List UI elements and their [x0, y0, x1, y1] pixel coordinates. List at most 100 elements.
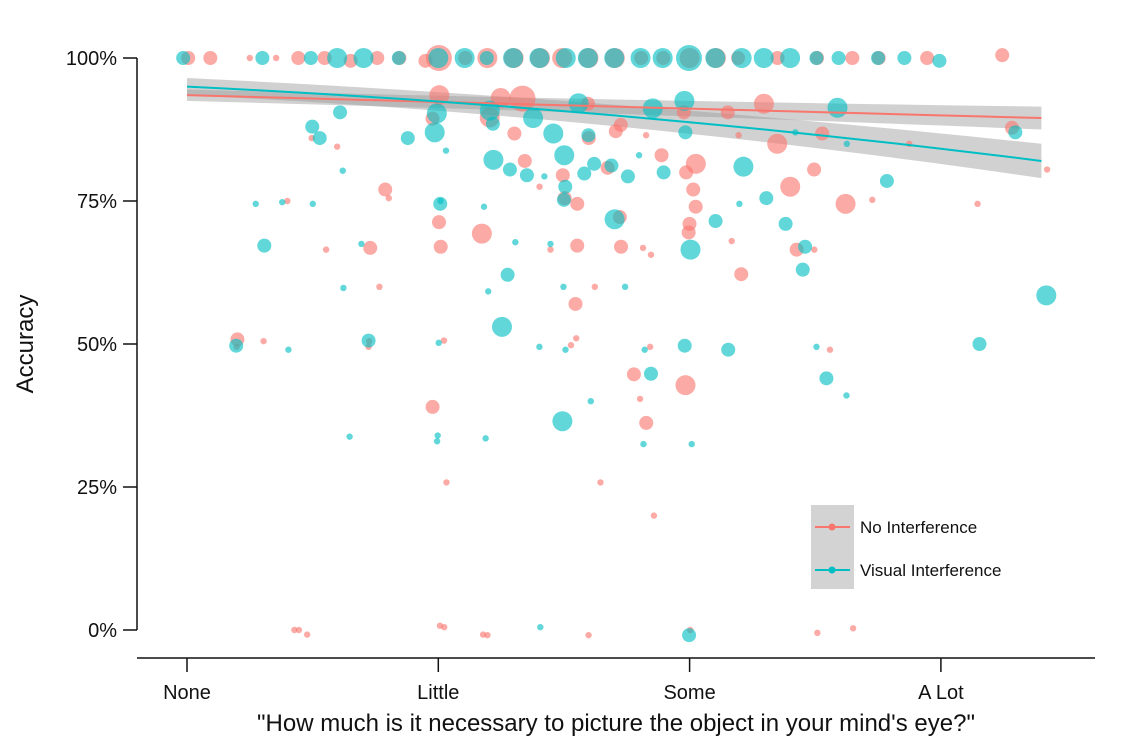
point-visual-interference	[552, 411, 573, 432]
point-visual-interference	[305, 119, 320, 134]
point-visual-interference	[620, 169, 635, 184]
point-visual-interference	[682, 628, 697, 643]
point-no-interference	[260, 337, 267, 345]
legend-label: No Interference	[860, 518, 977, 537]
point-no-interference	[688, 199, 703, 214]
point-no-interference	[869, 196, 876, 204]
point-no-interference	[303, 631, 311, 638]
point-visual-interference	[1036, 285, 1057, 306]
band-visual-interference	[187, 78, 1042, 179]
point-no-interference	[613, 117, 628, 132]
point-no-interference	[507, 126, 522, 141]
point-no-interference	[685, 153, 706, 174]
point-visual-interference	[333, 105, 348, 120]
point-no-interference	[626, 367, 641, 382]
point-visual-interference	[678, 125, 693, 140]
point-visual-interference	[434, 432, 441, 439]
point-visual-interference	[482, 435, 489, 442]
legend-label: Visual Interference	[860, 561, 1001, 580]
point-visual-interference	[428, 48, 449, 68]
point-visual-interference	[485, 116, 500, 131]
y-tick-label: 25%	[77, 477, 117, 499]
point-no-interference	[835, 193, 856, 214]
point-no-interference	[385, 194, 392, 202]
point-no-interference	[826, 346, 834, 353]
point-visual-interference	[577, 166, 592, 181]
point-no-interference	[639, 415, 654, 430]
point-no-interference	[591, 283, 599, 290]
point-no-interference	[814, 629, 821, 637]
point-visual-interference	[537, 623, 544, 631]
point-visual-interference	[581, 128, 596, 143]
point-visual-interference	[252, 200, 259, 208]
point-no-interference	[376, 283, 383, 290]
point-no-interference	[484, 631, 491, 639]
point-visual-interference	[643, 366, 658, 381]
point-visual-interference	[491, 316, 512, 337]
point-no-interference	[440, 337, 448, 344]
y-tick-label: 100%	[66, 48, 117, 70]
point-visual-interference	[400, 131, 415, 146]
point-no-interference	[1043, 166, 1051, 173]
point-no-interference	[291, 626, 298, 634]
point-visual-interference	[897, 51, 912, 65]
point-no-interference	[974, 200, 981, 208]
trend-no-interference	[186, 94, 1042, 120]
point-visual-interference	[577, 48, 598, 68]
point-visual-interference	[708, 214, 723, 229]
point-visual-interference	[652, 48, 673, 68]
point-no-interference	[646, 343, 654, 351]
point-visual-interference	[454, 48, 475, 68]
point-visual-interference	[547, 240, 554, 248]
point-visual-interference	[736, 200, 743, 208]
point-visual-interference	[759, 191, 774, 206]
point-visual-interference	[500, 267, 515, 282]
point-visual-interference	[705, 48, 726, 68]
point-visual-interference	[831, 51, 846, 65]
point-no-interference	[920, 51, 935, 65]
axes: 0% 25% 50% 75% 100% None Little Some A Lot	[66, 48, 1095, 704]
point-no-interference	[572, 335, 580, 342]
point-no-interference	[547, 246, 554, 253]
point-no-interference	[735, 132, 742, 139]
point-no-interference	[433, 239, 448, 254]
point-visual-interference	[536, 343, 543, 351]
point-visual-interference	[257, 238, 272, 253]
x-tick-label: None	[163, 682, 211, 704]
point-visual-interference	[442, 147, 450, 154]
point-no-interference	[370, 51, 385, 65]
point-no-interference	[654, 148, 669, 163]
point-no-interference	[642, 132, 650, 139]
point-visual-interference	[483, 149, 504, 170]
point-no-interference	[849, 625, 857, 632]
point-visual-interference	[778, 216, 793, 231]
point-visual-interference	[843, 140, 851, 147]
point-visual-interference	[229, 338, 244, 353]
point-visual-interference	[656, 165, 671, 180]
point-visual-interference	[424, 122, 445, 143]
point-visual-interference	[391, 51, 406, 65]
point-no-interference	[295, 626, 303, 634]
point-visual-interference	[479, 51, 494, 65]
point-visual-interference	[433, 438, 441, 445]
point-visual-interference	[340, 284, 347, 292]
point-visual-interference	[780, 48, 801, 68]
x-tick-label: A Lot	[918, 682, 964, 704]
point-visual-interference	[512, 238, 519, 246]
point-no-interference	[597, 479, 604, 486]
point-visual-interference	[798, 239, 813, 254]
point-visual-interference	[604, 209, 625, 230]
point-visual-interference	[339, 167, 346, 174]
point-no-interference	[333, 143, 341, 150]
point-no-interference	[767, 133, 788, 154]
point-visual-interference	[519, 168, 534, 183]
legend-key-background	[811, 505, 854, 589]
point-no-interference	[246, 54, 254, 62]
y-tick-label: 50%	[77, 334, 117, 356]
point-visual-interference	[587, 156, 602, 171]
point-no-interference	[720, 105, 735, 120]
point-no-interference	[681, 225, 696, 240]
point-visual-interference	[543, 123, 564, 144]
point-visual-interference	[635, 152, 643, 159]
x-tick-label: Little	[417, 682, 459, 704]
